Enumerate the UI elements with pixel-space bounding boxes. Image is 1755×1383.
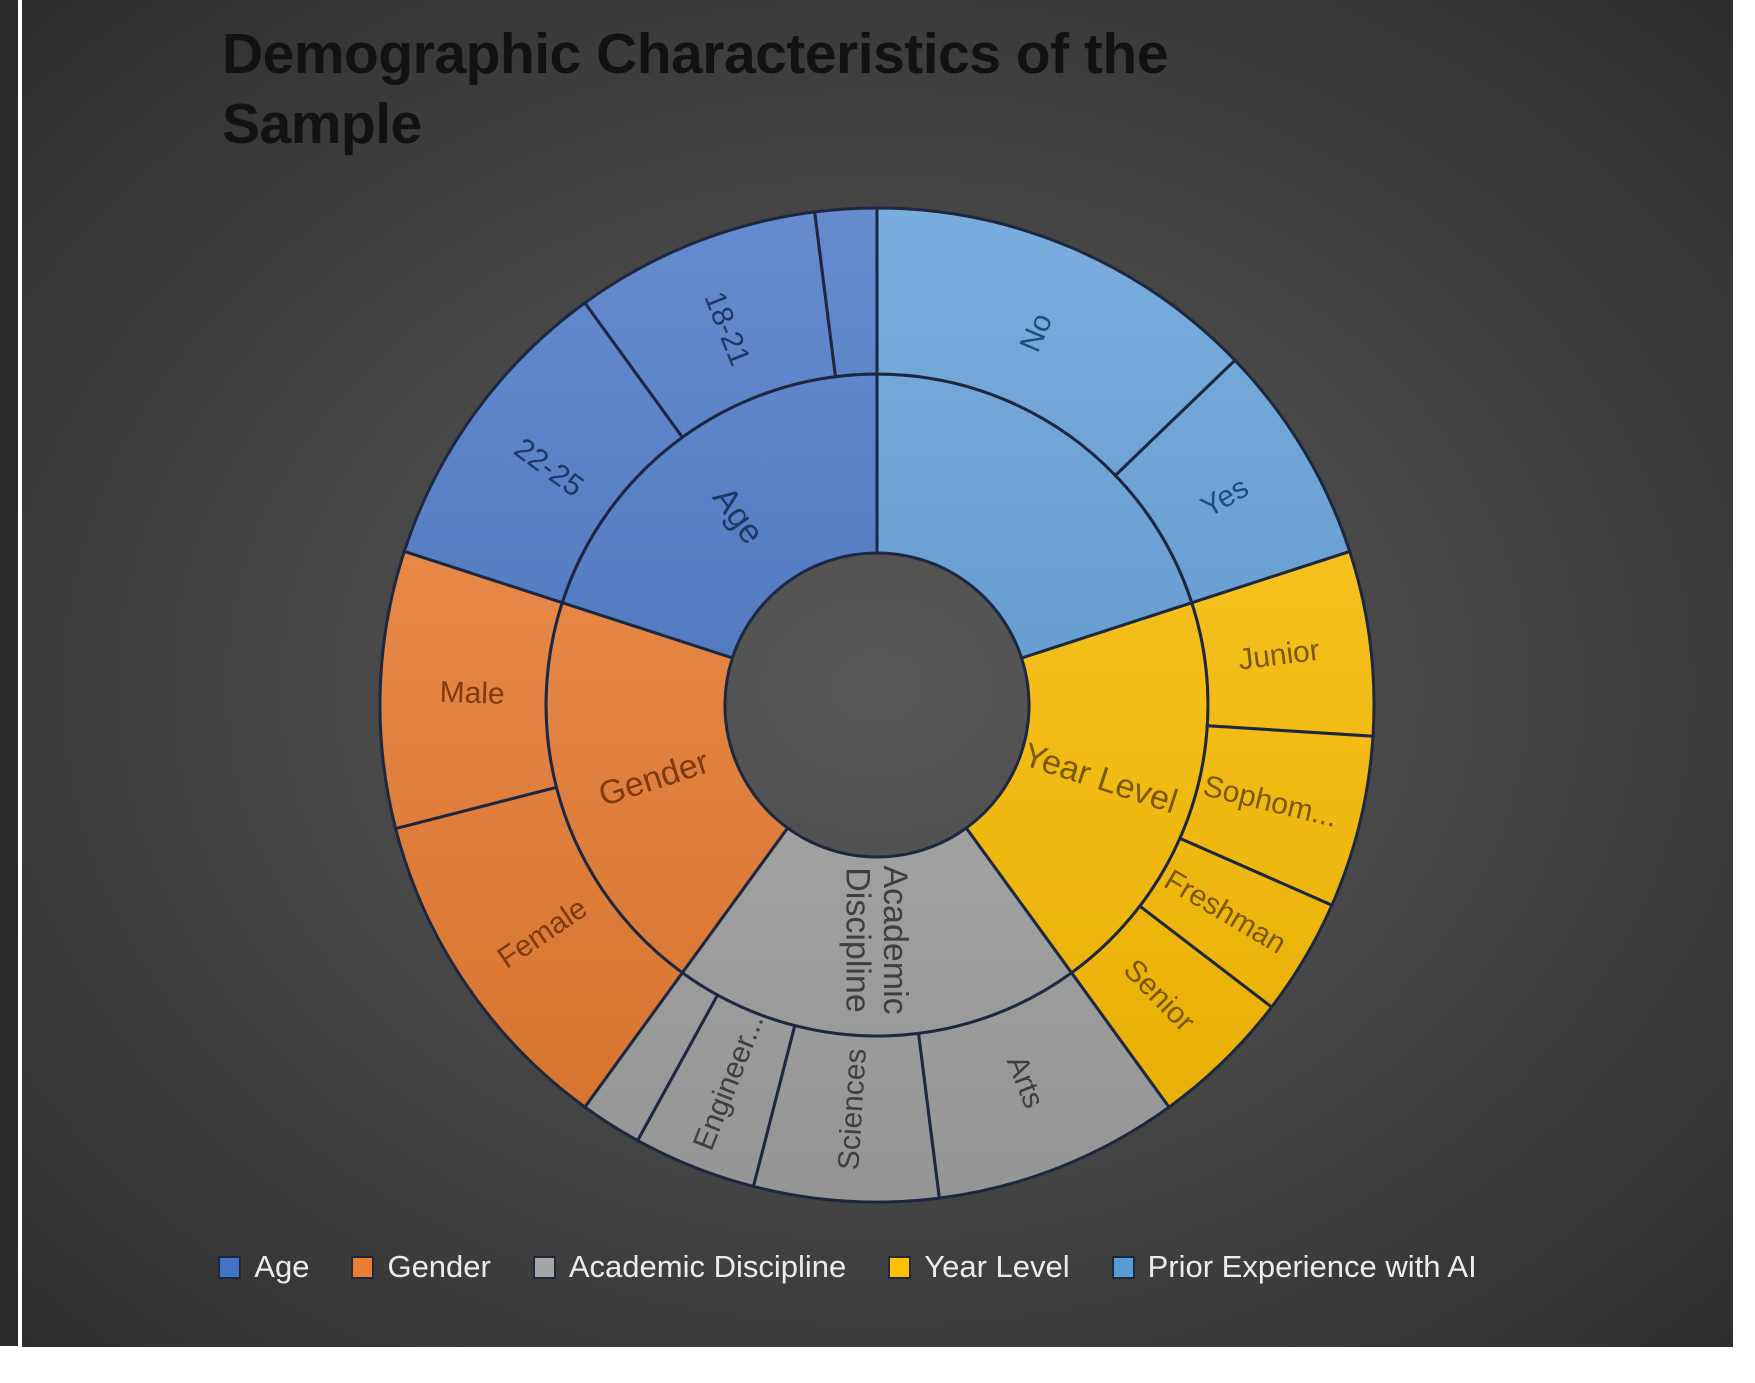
legend-label: Prior Experience with AI [1147,1249,1477,1284]
outer-segment-senior-year-level[interactable] [1070,904,1274,1109]
legend-swatch-academic-discipline [532,1255,556,1279]
chart-legend: Age Gender Academic Discipline Year Level Pr… [0,1249,1703,1285]
legend-label: Age [254,1249,310,1284]
legend-swatch-prior-experience-with-ai [1111,1255,1135,1279]
segment-label-male: Male [439,676,505,711]
category-label-academic-discipline: AcademicDiscipline [838,865,913,1014]
legend-label: Academic Discipline [568,1249,847,1284]
legend-swatch-year-level [888,1255,912,1279]
chart-panel: Demographic Characteristics of the Sampl… [22,0,1733,1347]
left-dark-strip [0,0,18,1346]
legend-swatch-gender [351,1255,375,1279]
legend-item-gender[interactable]: Gender [351,1249,491,1285]
legend-label: Year Level [924,1249,1070,1284]
legend-item-age[interactable]: Age [218,1249,309,1285]
outer-segment-unlabeled-academic-discipline[interactable] [583,971,719,1142]
outer-segment-male-gender[interactable] [378,549,564,831]
legend-item-academic-discipline[interactable]: Academic Discipline [532,1249,847,1285]
legend-item-prior-experience-with-ai[interactable]: Prior Experience with AI [1111,1249,1477,1285]
chart-title: Demographic Characteristics of the Sampl… [222,22,1168,156]
segment-label-sciences: Sciences [832,1047,873,1171]
legend-swatch-age [218,1255,242,1279]
outer-segment-yes-prior-experience-with-ai[interactable] [1113,358,1352,605]
sunburst-chart: 22-2518-21AgeFemaleMaleGenderArtsScience… [378,206,1376,1204]
legend-item-year-level[interactable]: Year Level [888,1249,1070,1285]
legend-label: Gender [387,1249,491,1284]
